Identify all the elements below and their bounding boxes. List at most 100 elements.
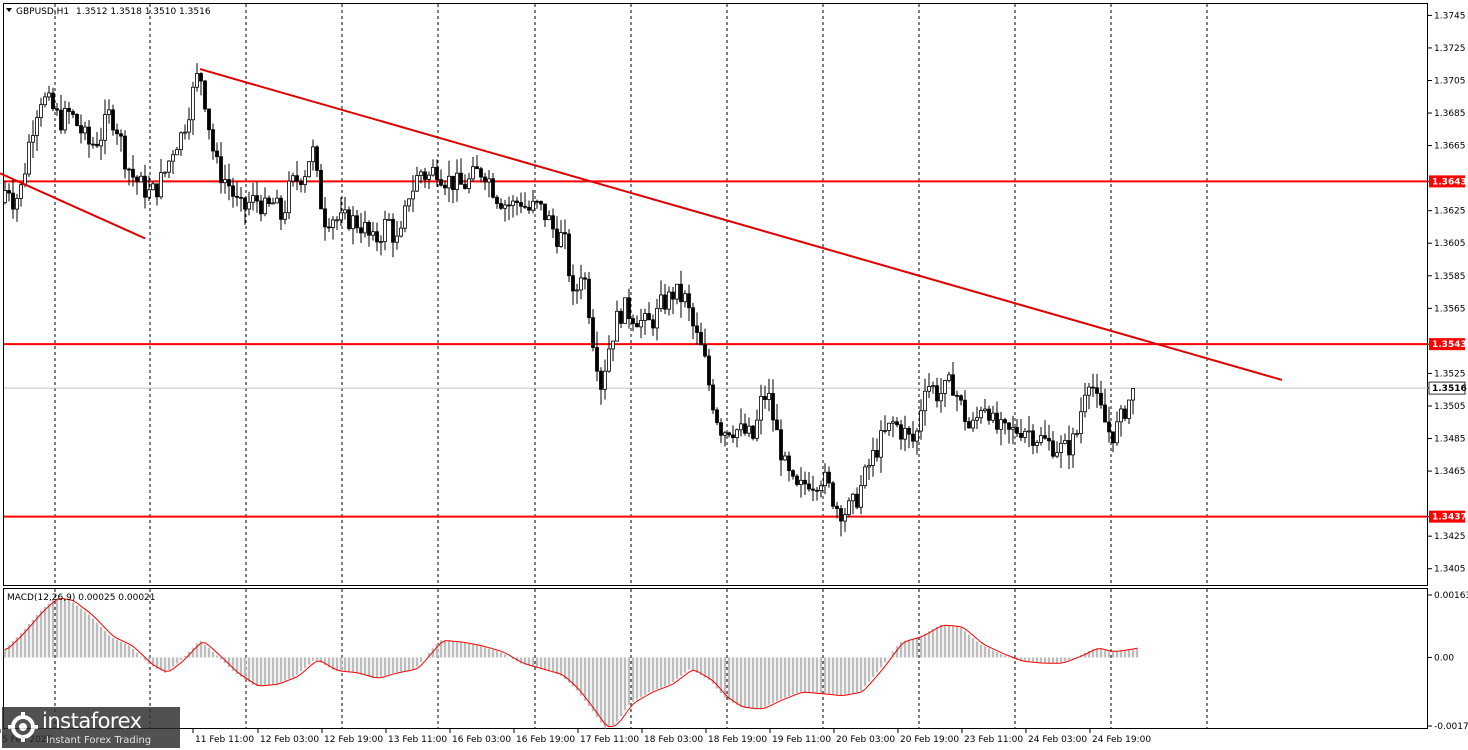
candle-bear [1051,440,1055,457]
candle-bull [303,176,307,185]
macd-bar [451,641,455,658]
candle-bear [199,73,203,82]
candle-bear [279,197,283,220]
candle-bull [411,190,415,200]
candle-bear [679,283,683,303]
symbol-dropdown-icon[interactable] [6,8,12,12]
macd-bar [1055,657,1059,664]
macd-bar [947,625,951,658]
time-axis-label: 16 Feb 19:00 [516,735,575,745]
macd-bar [235,657,239,675]
macd-bar [655,657,659,690]
macd-bar [11,641,15,658]
candle-bear [1015,427,1019,434]
time-axis-label: 20 Feb 19:00 [900,735,959,745]
candle-bull [383,218,387,243]
macd-bar [407,657,411,671]
macd-bar [1127,649,1131,658]
macd-bar [239,657,243,677]
candle-bear [1111,431,1115,444]
macd-bar [679,657,683,676]
candle-bear [359,227,363,234]
macd-bar [695,657,699,673]
macd-bar [443,640,447,658]
candle-bear [243,197,247,210]
macd-bar [1107,651,1111,658]
candle-bull [503,204,507,209]
macd-bar [735,657,739,706]
candle-bear [687,293,691,309]
macd-bar [215,655,219,658]
macd-bar [1035,657,1039,663]
macd-bar [23,628,27,658]
macd-bar [475,645,479,658]
macd-bar [963,631,967,658]
candle-bull [879,430,883,458]
price-axis-label: 1.3405 [1434,565,1466,575]
candle-bear [567,233,571,277]
macd-bar [363,657,367,676]
price-axis: 1.3745 1.3725 1.3705 1.3685 1.3665 1.3643 1.36… [1428,11,1467,575]
macd-bar [483,647,487,658]
macd-bar [555,657,559,674]
macd-bar [491,649,495,658]
macd-bar [559,657,563,676]
candle-bull [335,219,339,222]
macd-bar [367,657,371,677]
candle-bull [107,109,111,115]
macd-bar [315,657,319,661]
candle-bear [1047,437,1051,442]
candle-bear [627,297,631,320]
candle-bull [871,450,875,466]
candle-bull [1035,442,1039,446]
candle-bear [1091,386,1095,389]
trendlines [0,68,1283,381]
macd-bar [1095,648,1099,658]
macd-bar [183,655,187,658]
candle-bear [319,169,323,210]
macd-bar [227,657,231,668]
macd-bar [1111,651,1115,658]
macd-bar [155,657,159,669]
candle-bull [311,146,315,163]
macd-bar [75,605,79,658]
candle-bear [355,215,359,229]
macd-axis: 0.00163 0.00 -0.00179 [1428,591,1468,732]
macd-bar [263,657,267,686]
macd-bar [795,657,799,694]
candle-bear [119,133,123,137]
macd-bar [699,657,703,676]
price-axis-label: 1.3585 [1434,272,1466,282]
macd-bar [307,657,311,665]
macd-bar [1059,657,1063,663]
candle-bear [855,493,859,508]
candle-bear [367,221,371,236]
candle-bull [979,410,983,419]
macd-bar [971,637,975,658]
macd-bar [899,641,903,658]
macd-bar [771,657,775,703]
price-axis-label: 1.3565 [1434,304,1466,314]
candle-bull [331,219,335,228]
candle-bear [703,344,707,357]
candle-bear [803,479,807,485]
candle-bull [187,119,191,133]
macd-bar [175,657,179,664]
macd-bar [751,657,755,709]
macd-bar [967,634,971,658]
candle-bull [923,390,927,412]
macd-bar [1019,657,1023,662]
candle-bull [603,370,607,390]
candle-bull [655,308,659,329]
macd-bar [667,657,671,685]
price-axis-label: 1.3425 [1434,532,1466,542]
candle-bull [415,175,419,192]
candle-bear [443,184,447,189]
candle-bear [451,175,455,190]
trendline [0,172,146,240]
candle-bull [531,200,535,211]
candle-bear [11,192,15,210]
macd-bar [635,657,639,700]
macd-bar [819,657,823,694]
candles [3,63,1135,537]
